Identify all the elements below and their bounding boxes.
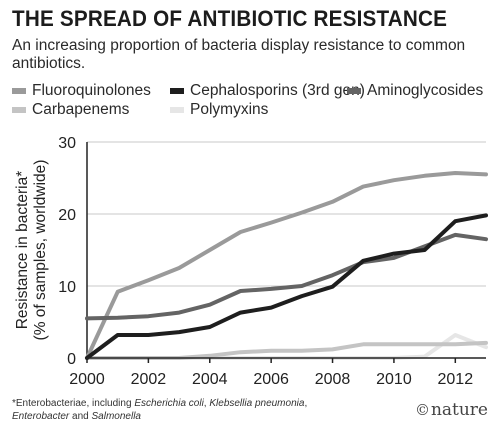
nature-logo: nature: [430, 400, 488, 420]
legend-swatch-cephalosporins: [170, 88, 184, 94]
footnote-prefix: *Enterobacteriae, including: [12, 398, 135, 409]
y-tick-label: 10: [58, 279, 76, 296]
y-axis-title-line-1: Resistance in bacteria*: [14, 171, 31, 330]
x-tick-label: 2000: [69, 371, 105, 388]
footnote-species-klebsellia: Klebsellia pneumonia: [209, 398, 305, 409]
series-line-polymyxins: [85, 333, 488, 360]
legend-label-carbapenems: Carbapenems: [32, 101, 130, 118]
legend-item-carbapenems: Carbapenems: [12, 101, 129, 119]
legend-item-aminoglycosides: Aminoglycosides: [347, 82, 483, 100]
legend-item-polymyxins: Polymyxins: [170, 101, 268, 119]
footnote-separator: ,: [304, 398, 308, 409]
footnote: *Enterobacteriae, including Escherichia …: [12, 397, 342, 423]
legend-label-cephalosporins: Cephalosporins (3rd gen): [190, 82, 365, 99]
x-tick-label: 2012: [438, 371, 474, 388]
legend-label-polymyxins: Polymyxins: [190, 101, 269, 118]
x-tick-label: 2006: [253, 371, 289, 388]
series-line-aminoglycosides: [85, 232, 488, 321]
series-line-fluoroquinolones: [85, 171, 488, 360]
legend-label-fluoroquinolones: Fluoroquinolones: [32, 82, 151, 99]
legend-swatch-polymyxins: [170, 107, 184, 113]
legend-item-fluoroquinolones: Fluoroquinolones: [12, 82, 151, 100]
legend-label-aminoglycosides: Aminoglycosides: [367, 82, 484, 99]
x-tick-label: 2002: [131, 371, 167, 388]
footnote-species-salmonella: Salmonella: [91, 411, 141, 422]
y-tick-label: 0: [67, 351, 76, 368]
y-tick-label: 20: [58, 207, 76, 224]
x-tick-label: 2008: [315, 371, 351, 388]
footnote-separator: ,: [203, 398, 210, 409]
legend-item-cephalosporins: Cephalosporins (3rd gen): [170, 82, 365, 100]
footnote-species-enterobacter: Enterobacter: [12, 411, 70, 422]
y-tick-label: 30: [58, 135, 76, 152]
copyright-icon: ©: [414, 401, 430, 419]
x-tick-label: 2010: [376, 371, 412, 388]
legend-swatch-aminoglycosides: [347, 88, 361, 94]
footnote-separator: and: [69, 411, 92, 422]
footnote-species-escherichia: Escherichia coli: [134, 398, 204, 409]
y-axis-title-line-2: (% of samples, worldwide): [32, 160, 49, 341]
legend-swatch-fluoroquinolones: [12, 88, 26, 94]
x-tick-label: 2004: [192, 371, 228, 388]
legend-swatch-carbapenems: [12, 107, 26, 113]
series-line-cephalosporins-3rd-gen: [85, 213, 488, 360]
nature-credit: ©nature: [415, 400, 488, 420]
chart-subtitle: An increasing proportion of bacteria dis…: [12, 37, 466, 72]
chart-title: THE SPREAD OF ANTIBIOTIC RESISTANCE: [12, 6, 448, 31]
